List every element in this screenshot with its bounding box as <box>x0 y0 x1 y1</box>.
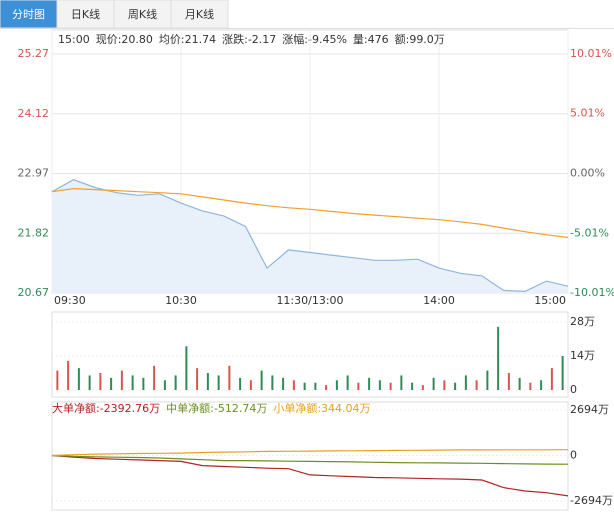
volume-bar <box>368 377 371 390</box>
x-tick-label: 14:00 <box>423 294 455 307</box>
volume-bar <box>228 365 231 390</box>
volume-bar <box>153 365 156 390</box>
volume-bar <box>443 380 446 390</box>
tab[interactable] <box>0 0 58 29</box>
volume-bar <box>432 377 435 390</box>
tab-label[interactable]: 周K线 <box>128 7 157 21</box>
y-tick-label: 25.27 <box>18 47 50 60</box>
y2-tick-label: 5.01% <box>570 107 605 120</box>
volume-bar <box>77 368 80 390</box>
volume-bar <box>196 368 199 390</box>
volume-bar <box>249 380 252 390</box>
y-tick-label: 20.67 <box>18 286 50 299</box>
info-item: 额:99.0万 <box>395 33 445 46</box>
legend-entry: 大单净额:-2392.76万 <box>52 401 160 415</box>
tab-label[interactable]: 分时图 <box>12 8 45 21</box>
volume-bar <box>260 370 263 390</box>
volume-bar <box>454 382 457 390</box>
price-area <box>52 179 568 293</box>
volume-bar <box>110 377 113 390</box>
volume-frame <box>51 311 569 398</box>
series-line <box>51 187 569 238</box>
legend-entry: 中单净额:-512.74万 <box>166 401 267 415</box>
volume-bar <box>88 375 91 390</box>
volume-bar <box>292 380 295 390</box>
volume-bar <box>411 382 414 390</box>
volume-bar <box>421 385 424 390</box>
volume-bar <box>325 385 328 390</box>
volume-bar <box>550 368 553 390</box>
x-tick-label: 15:00 <box>534 294 566 307</box>
volume-bar <box>475 380 478 390</box>
y2-tick-label: -5.01% <box>570 226 609 239</box>
info-item: 均价:21.74 <box>159 33 216 46</box>
volume-bar <box>507 373 510 390</box>
y2-tick-label: -10.01% <box>570 286 614 299</box>
volume-bar <box>389 382 392 390</box>
volume-bar <box>282 377 285 390</box>
volume-bar <box>486 370 489 390</box>
volume-bar <box>400 375 403 390</box>
tab[interactable] <box>113 0 172 29</box>
volume-bar <box>540 380 543 390</box>
volume-bar <box>314 382 317 390</box>
volume-bar <box>174 375 177 390</box>
volume-bar <box>239 377 242 390</box>
y-tick-label: 24.12 <box>18 107 50 120</box>
volume-bar <box>497 326 500 390</box>
volume-bar <box>335 380 338 390</box>
y-tick-label: 14万 <box>570 349 595 362</box>
y2-tick-label: 10.01% <box>570 47 612 60</box>
series-line <box>51 449 569 457</box>
volume-bar <box>378 380 381 390</box>
info-item: 量:476 <box>353 33 389 46</box>
volume-bar <box>529 382 532 390</box>
volume-bar <box>217 375 220 390</box>
tab[interactable] <box>170 0 229 29</box>
y-tick-label: 21.82 <box>18 226 50 239</box>
volume-bar <box>357 382 360 390</box>
volume-bar <box>67 360 70 390</box>
series-line <box>51 179 569 293</box>
volume-bar <box>346 375 349 390</box>
volume-bar <box>56 370 59 390</box>
y2-tick-label: 0.00% <box>570 167 605 180</box>
info-item: 涨跌:-2.17 <box>222 32 276 46</box>
tab-label[interactable]: 月K线 <box>185 7 214 21</box>
volume-bar <box>131 375 134 390</box>
series-line <box>51 454 569 497</box>
info-item: 涨幅:-9.45% <box>282 33 347 46</box>
series-line <box>51 454 569 465</box>
volume-bar <box>163 380 166 390</box>
y-tick-label: 0 <box>570 383 577 396</box>
legend-entry: 小单净额:344.04万 <box>273 401 370 415</box>
y-tick-label: 22.97 <box>18 167 50 180</box>
info-item: 15:00 <box>58 33 90 46</box>
volume-bar <box>561 356 564 390</box>
volume-bar <box>464 375 467 390</box>
tab-label[interactable]: 日K线 <box>71 7 100 21</box>
info-item: 现价:20.80 <box>96 33 153 46</box>
x-tick-label: 10:30 <box>165 294 197 307</box>
x-tick-label: 09:30 <box>54 294 86 307</box>
volume-bar <box>142 377 145 390</box>
volume-bar <box>120 370 123 390</box>
volume-bar <box>99 373 102 390</box>
x-tick-label: 11:30/13:00 <box>276 294 343 307</box>
y-tick-label: 28万 <box>570 315 595 328</box>
volume-bar <box>271 375 274 390</box>
y-tick-label: -2694万 <box>570 494 613 507</box>
tab-bar-border <box>0 28 614 29</box>
volume-bar <box>303 382 306 390</box>
y-tick-label: 0 <box>570 449 577 462</box>
y-tick-label: 2694万 <box>570 403 609 416</box>
volume-bar <box>206 373 209 390</box>
volume-bar <box>185 346 188 390</box>
volume-bar <box>518 377 521 390</box>
